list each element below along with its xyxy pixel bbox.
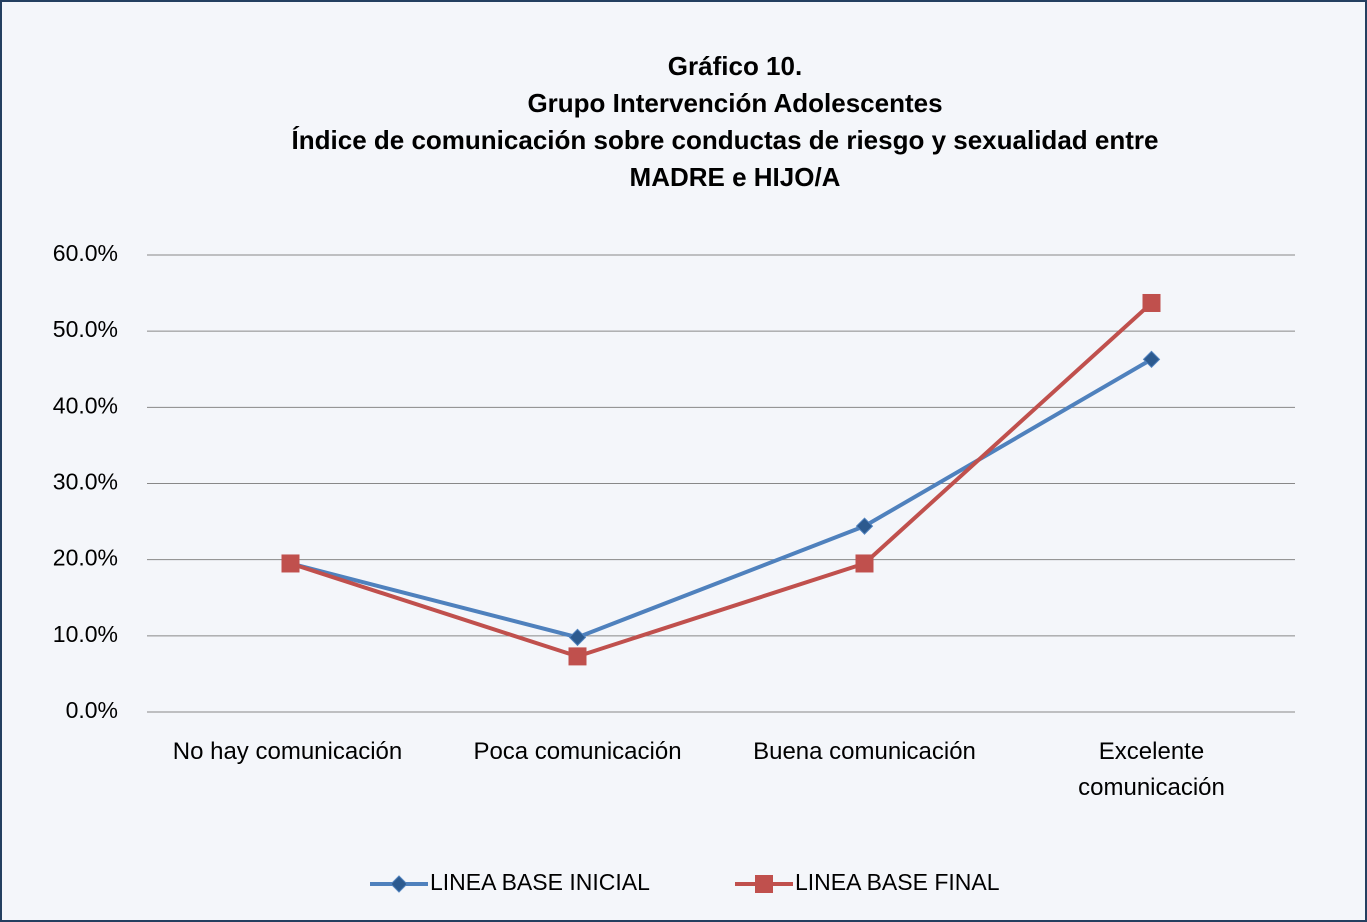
x-tick-label: No hay comunicación bbox=[172, 738, 403, 765]
chart-title: MADRE e HIJO/A bbox=[630, 162, 841, 192]
y-tick-label: 30.0% bbox=[53, 469, 118, 495]
legend-label: LINEA BASE INICIAL bbox=[430, 869, 650, 895]
data-point bbox=[1142, 350, 1161, 369]
y-tick-label: 20.0% bbox=[53, 545, 118, 571]
y-tick-label: 60.0% bbox=[53, 240, 118, 266]
y-tick-label: 0.0% bbox=[66, 697, 118, 723]
data-point bbox=[281, 554, 300, 573]
legend-label: LINEA BASE FINAL bbox=[795, 869, 1000, 895]
series-line bbox=[289, 301, 1153, 659]
data-point bbox=[568, 628, 587, 647]
legend-marker bbox=[755, 875, 773, 893]
data-point bbox=[1142, 293, 1161, 312]
y-tick-label: 40.0% bbox=[53, 392, 118, 418]
chart-title: Índice de comunicación sobre conductas d… bbox=[292, 125, 1159, 155]
y-tick-label: 10.0% bbox=[53, 621, 118, 647]
series-line bbox=[290, 357, 1153, 640]
data-point bbox=[855, 554, 874, 573]
chart-title: Grupo Intervención Adolescentes bbox=[527, 88, 942, 118]
x-tick-label: Excelente comunicación bbox=[1078, 738, 1225, 801]
chart-title: Gráfico 10. bbox=[668, 51, 802, 81]
legend-marker bbox=[390, 875, 408, 893]
data-point bbox=[568, 647, 587, 666]
x-tick-label: Poca comunicación bbox=[473, 738, 682, 765]
x-tick-label: Buena comunicación bbox=[753, 738, 976, 765]
data-point bbox=[855, 517, 874, 535]
y-tick-label: 50.0% bbox=[53, 316, 118, 342]
